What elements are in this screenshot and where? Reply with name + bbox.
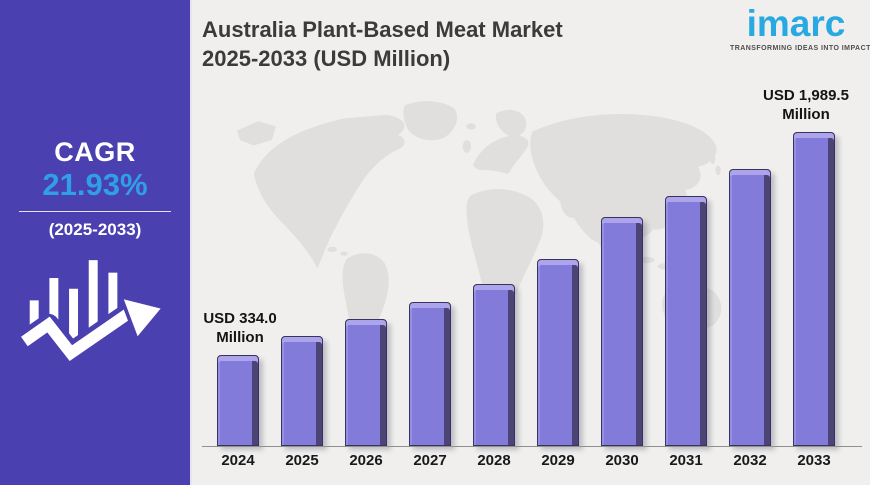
bar-slot: [270, 116, 334, 446]
chart-panel: Australia Plant-Based Meat Market 2025-2…: [192, 0, 870, 485]
cagr-sidebar: CAGR 21.93% (2025-2033): [0, 0, 192, 485]
divider: [19, 211, 171, 213]
x-axis-line: [202, 446, 862, 447]
cagr-value: 21.93%: [42, 167, 148, 203]
bar-2032: [729, 169, 771, 446]
bar-2029: [537, 259, 579, 446]
brand-tagline: TRANSFORMING IDEAS INTO IMPACT: [730, 45, 870, 52]
year-label: 2028: [477, 452, 511, 469]
bar-slot: [590, 116, 654, 446]
value-annotation-2033: USD 1,989.5 Million: [763, 87, 849, 123]
value-annotation-2024: USD 334.0 Million: [203, 310, 277, 346]
bar-slot: [782, 116, 846, 446]
bar-2028: [473, 284, 515, 446]
bar-slot: [718, 116, 782, 446]
bar-2026: [345, 319, 387, 446]
bar-2031: [665, 196, 707, 446]
bar-slot: [654, 116, 718, 446]
bar-2027: [409, 302, 451, 446]
bars-row: [206, 116, 846, 446]
year-label: 2027: [413, 452, 447, 469]
bar-slot: [398, 116, 462, 446]
year-label: 2029: [541, 452, 575, 469]
page-title: Australia Plant-Based Meat Market 2025-2…: [202, 15, 563, 73]
x-axis-labels: 2024 2025 2026 2027 2028 2029 2030 2031 2032 2033: [206, 452, 846, 469]
bar-slot: [462, 116, 526, 446]
growth-bars-arrow-icon: [0, 252, 190, 377]
year-label: 2025: [285, 452, 319, 469]
bar-slot: [206, 116, 270, 446]
cagr-period: (2025-2033): [48, 220, 142, 240]
year-label: 2031: [669, 452, 703, 469]
year-label: 2026: [349, 452, 383, 469]
page-title-line2: 2025-2033 (USD Million): [202, 46, 451, 71]
year-label: 2033: [797, 452, 831, 469]
imarc-logo: imarc TRANSFORMING IDEAS INTO IMPACT: [730, 3, 870, 53]
page-title-line1: Australia Plant-Based Meat Market: [202, 17, 563, 42]
bar-2030: [601, 217, 643, 446]
year-label: 2030: [605, 452, 639, 469]
bar-2033: [793, 132, 835, 446]
bar-slot: [526, 116, 590, 446]
year-label: 2024: [221, 452, 255, 469]
bar-slot: [334, 116, 398, 446]
bar-2025: [281, 336, 323, 446]
cagr-label: CAGR: [54, 137, 136, 167]
year-label: 2032: [733, 452, 767, 469]
brand-wordmark: imarc: [746, 3, 846, 44]
bar-2024: [217, 355, 259, 446]
